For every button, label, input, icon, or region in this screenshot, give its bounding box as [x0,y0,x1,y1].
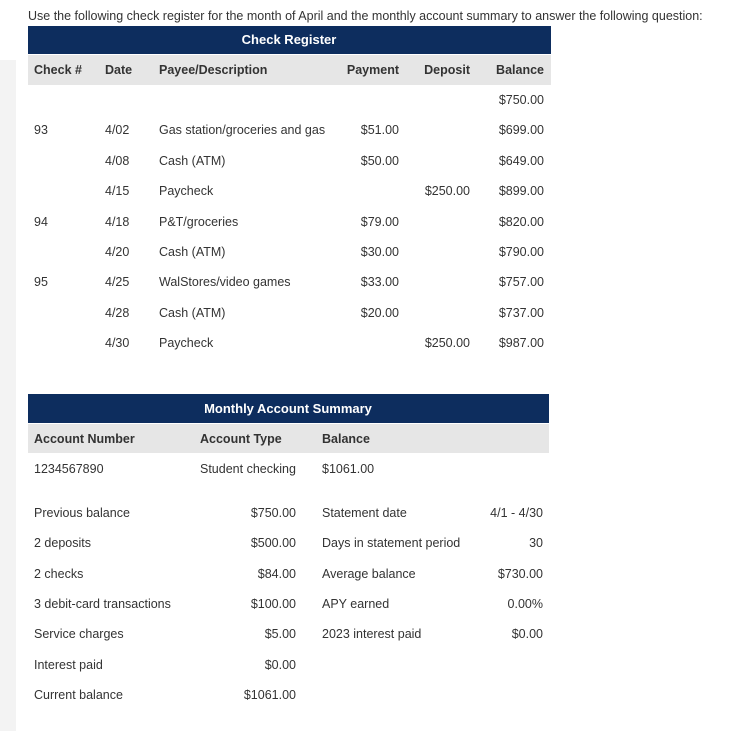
detail-value: $730.00 [497,566,543,581]
date: 4/15 [105,184,130,199]
register-column-header: Balance [496,63,544,77]
check-number: 94 [34,214,48,229]
summary-column-bar [28,424,549,453]
detail-label: Days in statement period [322,536,461,551]
detail-value: $0.00 [264,657,296,672]
detail-label: Average balance [322,566,416,581]
date: 4/30 [105,336,130,351]
summary-column-header: Account Type [200,432,282,446]
balance: $750.00 [498,93,544,107]
deposit: $250.00 [424,336,470,351]
detail-label: 2 checks [34,566,84,581]
date: 4/18 [105,214,130,229]
side-strip [0,60,16,731]
summary-column-header: Balance [322,432,370,446]
balance: $699.00 [498,123,544,138]
detail-label: 2 deposits [34,536,91,551]
payee: Cash (ATM) [159,245,226,259]
summary-title: Monthly Account Summary [204,401,372,416]
date: 4/28 [105,305,130,320]
detail-label: Previous balance [34,506,130,520]
detail-value: $0.00 [511,627,543,642]
summary-header-bar [28,394,549,423]
payee: Paycheck [159,184,214,199]
payment: $51.00 [360,123,399,138]
detail-label: Service charges [34,627,124,642]
date: 4/08 [105,153,130,168]
balance: $737.00 [498,305,544,320]
detail-value: $750.00 [250,506,296,520]
detail-value: 30 [529,536,543,551]
payee: Gas station/groceries and gas [159,123,326,138]
detail-value: $500.00 [250,536,296,551]
payee: P&T/groceries [159,214,239,229]
payee: Paycheck [159,336,214,351]
payment: $50.00 [360,153,399,168]
check-number: 95 [34,275,48,290]
detail-value: $5.00 [264,627,296,642]
register-header-bar [28,26,551,54]
detail-value: 4/1 - 4/30 [490,506,543,520]
balance: $790.00 [498,245,544,259]
register-column-bar [28,55,551,85]
payment: $33.00 [360,275,399,290]
summary-column-header: Account Number [34,432,135,446]
detail-label: Current balance [34,687,123,702]
intro-text: Use the following check register for the… [28,9,703,23]
balance: $987.00 [498,336,544,351]
detail-label: Statement date [322,506,407,520]
date: 4/20 [105,245,130,259]
payment: $30.00 [360,245,399,259]
detail-label: APY earned [322,596,390,611]
register-column-header: Payee/Description [159,63,268,77]
detail-label: 2023 interest paid [322,627,422,642]
summary-cell: $1061.00 [322,462,375,476]
balance: $757.00 [498,275,544,290]
date: 4/25 [105,275,130,290]
detail-value: $1061.00 [243,687,296,702]
register-title: Check Register [241,32,337,47]
summary-cell: 1234567890 [34,462,104,476]
payment: $79.00 [360,214,399,229]
detail-value: $100.00 [250,596,296,611]
balance: $649.00 [498,153,544,168]
detail-label: 3 debit-card transactions [34,596,171,611]
register-column-header: Check # [34,63,82,77]
detail-value: $84.00 [257,566,296,581]
check-number: 93 [34,123,48,138]
register-column-header: Date [105,63,133,77]
detail-label: Interest paid [34,657,103,672]
payee: WalStores/video games [159,275,291,290]
deposit: $250.00 [424,184,470,199]
payee: Cash (ATM) [159,305,226,320]
register-column-header: Payment [346,63,399,77]
register-column-header: Deposit [424,63,470,77]
detail-value: 0.00% [507,596,543,611]
summary-cell: Student checking [200,462,296,476]
balance: $899.00 [498,184,544,199]
date: 4/02 [105,123,130,138]
payment: $20.00 [360,305,399,320]
payee: Cash (ATM) [159,153,226,168]
balance: $820.00 [498,214,544,229]
